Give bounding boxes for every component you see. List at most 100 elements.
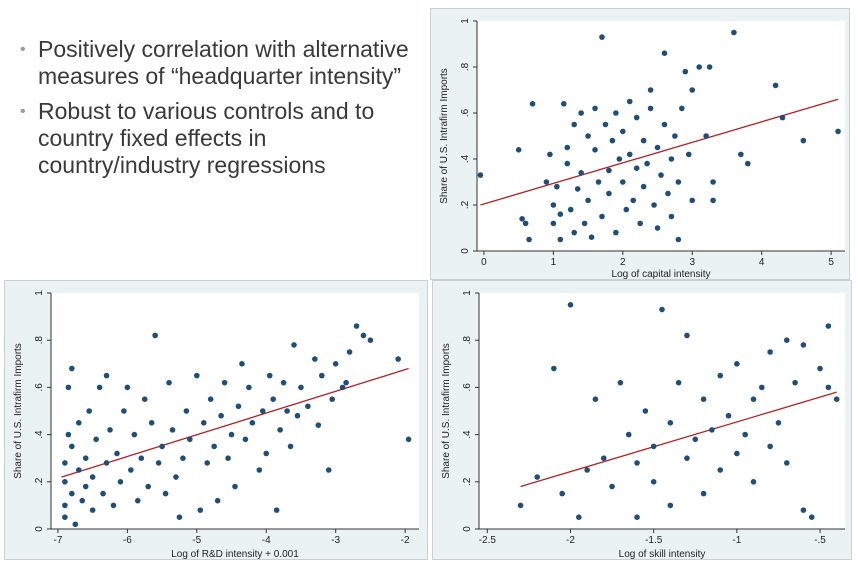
x-axis-title: Log of R&D intensity + 0.001 bbox=[171, 549, 299, 560]
data-point bbox=[696, 64, 702, 70]
data-point bbox=[772, 82, 779, 89]
y-tick-label: .4 bbox=[460, 154, 471, 163]
data-point bbox=[654, 144, 661, 151]
bullet-list: • Positively correlation with alternative… bbox=[20, 36, 420, 187]
data-point bbox=[588, 234, 595, 240]
data-point bbox=[825, 384, 832, 391]
data-point bbox=[526, 236, 532, 243]
y-tick-label: .6 bbox=[34, 383, 45, 392]
data-point bbox=[734, 361, 740, 367]
data-point bbox=[640, 137, 647, 144]
data-point bbox=[654, 225, 661, 231]
data-point bbox=[287, 443, 294, 450]
data-point bbox=[731, 29, 737, 36]
data-point bbox=[183, 408, 190, 414]
data-point bbox=[239, 361, 245, 367]
data-point bbox=[221, 379, 228, 386]
data-point bbox=[128, 467, 134, 473]
x-tick-label: -2.5 bbox=[479, 535, 497, 546]
data-point bbox=[564, 144, 571, 151]
x-tick-label: -3 bbox=[331, 535, 340, 546]
fit-line bbox=[520, 391, 837, 488]
data-point bbox=[626, 98, 633, 105]
data-point bbox=[833, 396, 840, 402]
data-point bbox=[647, 105, 654, 112]
data-point bbox=[706, 64, 713, 70]
data-point bbox=[329, 396, 336, 402]
data-point bbox=[515, 147, 522, 153]
data-point bbox=[194, 372, 200, 379]
data-point bbox=[200, 420, 207, 426]
data-point bbox=[767, 349, 773, 355]
bullet-dot-icon: • bbox=[20, 41, 26, 58]
data-point bbox=[667, 502, 674, 509]
x-axis-title: Log of skill intensity bbox=[619, 549, 706, 560]
data-point bbox=[315, 422, 322, 428]
data-point bbox=[557, 211, 564, 217]
data-point bbox=[609, 483, 615, 490]
y-tick-label: .4 bbox=[462, 430, 473, 439]
data-point bbox=[661, 50, 668, 56]
data-point bbox=[779, 114, 786, 121]
scatter-chart-capital: 0 .2 .4 .6 .8 1 0 1 2 3 4 5 Log of capital intensity… bbox=[430, 8, 850, 280]
data-point bbox=[650, 443, 657, 450]
y-tick-label: .6 bbox=[462, 383, 473, 392]
data-point bbox=[567, 302, 574, 308]
data-point bbox=[65, 431, 72, 438]
data-point bbox=[606, 190, 612, 197]
data-point bbox=[625, 431, 632, 438]
data-point bbox=[584, 467, 590, 473]
data-point bbox=[294, 412, 301, 419]
data-point bbox=[148, 420, 155, 426]
data-point bbox=[62, 502, 68, 509]
data-point bbox=[405, 436, 412, 443]
x-tick-label: 1 bbox=[551, 257, 557, 268]
data-point bbox=[325, 467, 332, 473]
data-point bbox=[284, 408, 290, 414]
data-point bbox=[204, 460, 211, 466]
data-point bbox=[659, 306, 665, 313]
y-tick-label: .8 bbox=[462, 336, 473, 345]
data-point bbox=[800, 137, 807, 144]
x-tick-label: -6 bbox=[123, 535, 132, 546]
data-point bbox=[585, 133, 591, 139]
data-point bbox=[792, 379, 798, 386]
data-point bbox=[626, 151, 633, 158]
data-point bbox=[592, 147, 598, 153]
data-point bbox=[100, 490, 106, 497]
data-point bbox=[110, 502, 117, 509]
data-point bbox=[277, 427, 283, 433]
data-point bbox=[134, 497, 141, 504]
data-point bbox=[734, 450, 740, 457]
data-point bbox=[82, 455, 89, 461]
data-point bbox=[602, 121, 609, 128]
plot-area bbox=[51, 293, 419, 529]
plot-area bbox=[477, 21, 845, 251]
data-point bbox=[634, 460, 640, 466]
data-point bbox=[581, 220, 588, 227]
data-point bbox=[280, 379, 287, 386]
data-point bbox=[703, 133, 709, 139]
scatter-chart-rd: 0 .2 .4 .6 .8 1 -7 -6 -5 -4 -3 -2 Log of R&D intensi… bbox=[4, 280, 428, 560]
data-point bbox=[169, 427, 176, 433]
data-point bbox=[124, 384, 131, 391]
y-tick-label: 0 bbox=[460, 248, 471, 254]
x-tick-label: 3 bbox=[689, 257, 695, 268]
data-point bbox=[547, 151, 553, 158]
data-point bbox=[667, 420, 674, 426]
data-point bbox=[517, 502, 524, 509]
data-point bbox=[744, 160, 751, 167]
data-point bbox=[644, 160, 650, 167]
y-axis-title: Share of U.S. Intrafirm Imports bbox=[441, 343, 452, 479]
data-point bbox=[62, 460, 68, 466]
data-point bbox=[742, 431, 748, 438]
data-point bbox=[477, 172, 484, 178]
y-tick-label: 0 bbox=[34, 526, 45, 532]
x-tick-label: -7 bbox=[53, 535, 62, 546]
data-point bbox=[291, 342, 297, 348]
data-point bbox=[642, 408, 649, 414]
data-point bbox=[232, 483, 238, 490]
scatter-chart-skill: 0 .2 .4 .6 .8 1 -2.5 -2 -1.5 -1 -.5 Log of skill in… bbox=[432, 280, 852, 560]
data-point bbox=[543, 179, 550, 185]
data-point bbox=[783, 337, 790, 343]
